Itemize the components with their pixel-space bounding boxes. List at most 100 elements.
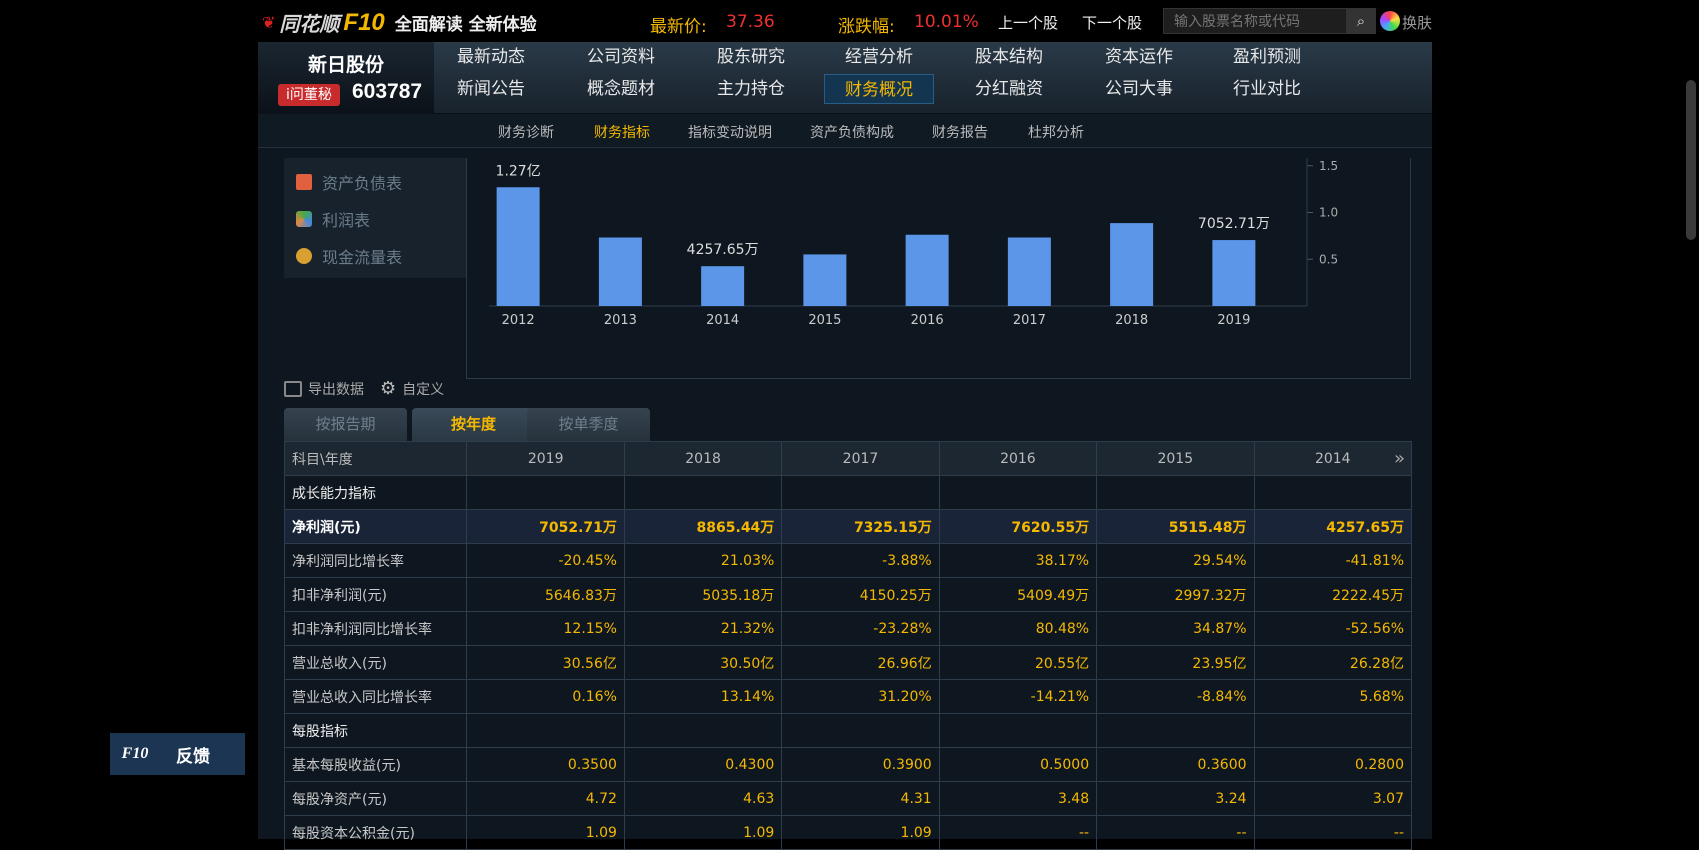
x-tick-label: 2017	[1013, 313, 1046, 328]
bar-2016[interactable]	[905, 234, 949, 306]
nav-item-2-7[interactable]: 行业对比	[1233, 79, 1301, 99]
search-icon: ⌕	[1356, 12, 1366, 30]
logo-brand: 同花顺	[279, 14, 340, 36]
nav-item-1-5[interactable]: 股本结构	[975, 47, 1043, 67]
search-button[interactable]: ⌕	[1346, 8, 1376, 34]
nav-item-2-6[interactable]: 公司大事	[1105, 79, 1173, 99]
year-header-2016[interactable]: 2016	[938, 441, 1098, 476]
table-cell: 0.3600	[1096, 747, 1255, 782]
row-label: 每股净资产(元)	[283, 781, 468, 816]
income-statement-label: 利润表	[322, 211, 371, 230]
year-header-label: 2018	[685, 450, 721, 467]
table-cell: 34.87%	[1096, 611, 1255, 646]
skin-icon[interactable]	[1380, 11, 1400, 31]
table-cell: 8865.44万	[623, 509, 783, 544]
data-label-2014: 4257.65万	[687, 242, 759, 258]
year-header-2019[interactable]: 2019	[466, 441, 625, 476]
bar-2014[interactable]	[701, 266, 745, 306]
table-cell: 26.96亿	[781, 645, 940, 680]
page-scrollbar[interactable]	[1686, 80, 1696, 240]
bar-2013[interactable]	[598, 237, 642, 306]
nav-item-1-6[interactable]: 资本运作	[1105, 47, 1173, 67]
cash-flow-link[interactable]: 现金流量表	[296, 244, 402, 268]
table-row: 扣非净利润(元) 5646.83万 5035.18万 4150.25万 5409.49万…	[283, 577, 1413, 612]
year-header-2014[interactable]: 2014 »	[1253, 441, 1413, 476]
feedback-widget[interactable]: F10 反馈	[110, 733, 245, 775]
ask-secretary-badge[interactable]: i问董秘	[278, 84, 340, 106]
table-row: 每股资本公积金(元) 1.09 1.09 1.09 -- -- --	[283, 815, 1413, 850]
balance-sheet-link[interactable]: 资产负债表	[296, 170, 402, 194]
table-cell: -8.84%	[1096, 679, 1255, 714]
bar-2015[interactable]	[803, 254, 847, 306]
subnav-item-1[interactable]: 财务诊断	[498, 125, 554, 141]
year-header-2015[interactable]: 2015	[1096, 441, 1255, 476]
next-stock-link[interactable]: 下一个股	[1082, 14, 1143, 32]
subnav-item-3[interactable]: 指标变动说明	[688, 125, 772, 141]
prev-stock-link[interactable]: 上一个股	[998, 14, 1059, 32]
table-cell: 1.09	[623, 815, 783, 850]
table-cell: 23.95亿	[1096, 645, 1255, 680]
table-cell: 4.31	[781, 781, 940, 816]
feedback-label: 反馈	[176, 746, 210, 767]
bar-2012[interactable]	[496, 187, 540, 306]
stock-search-input[interactable]	[1163, 8, 1347, 34]
nav-item-1-7[interactable]: 盈利预测	[1233, 47, 1301, 67]
table-row: 基本每股收益(元) 0.3500 0.4300 0.3900 0.5000 0.3600 0…	[283, 747, 1413, 782]
year-header-2018[interactable]: 2018	[623, 441, 783, 476]
table-cell: 5646.83万	[466, 577, 625, 612]
table-cell: 2997.32万	[1096, 577, 1255, 612]
x-tick-label: 2019	[1217, 313, 1250, 328]
row-label: 净利润(元)	[283, 509, 468, 544]
bar-2019[interactable]	[1212, 240, 1256, 306]
table-row: 净利润同比增长率 -20.45% 21.03% -3.88% 38.17% 29.54% -…	[283, 543, 1413, 578]
nav-item-1-4[interactable]: 经营分析	[845, 47, 913, 67]
logo-f10: F10	[343, 8, 385, 36]
bar-2018[interactable]	[1110, 223, 1154, 306]
nav-item-1-2[interactable]: 公司资料	[587, 47, 655, 67]
table-cell: -20.45%	[466, 543, 625, 578]
row-label: 扣非净利润(元)	[283, 577, 468, 612]
income-statement-link[interactable]: 利润表	[296, 207, 370, 231]
tab-by-year[interactable]: 按年度	[412, 408, 535, 441]
row-label: 营业总收入同比增长率	[283, 679, 468, 714]
table-cell: -52.56%	[1253, 611, 1413, 646]
table-cell: 3.24	[1096, 781, 1255, 816]
subnav-item-2[interactable]: 财务指标	[594, 125, 650, 141]
cash-flow-label: 现金流量表	[322, 248, 403, 267]
stock-name: 新日股份	[308, 54, 385, 76]
table-cell: 0.16%	[466, 679, 625, 714]
nav-item-2-1[interactable]: 新闻公告	[457, 79, 525, 99]
year-header-2017[interactable]: 2017	[781, 441, 940, 476]
table-cell	[1253, 475, 1413, 510]
bar-2017[interactable]	[1007, 237, 1051, 306]
tab-by-quarter[interactable]: 按单季度	[527, 408, 650, 441]
year-header-label: 2015	[1157, 450, 1194, 467]
nav-item-2-4[interactable]: 财务概况	[824, 74, 934, 104]
skin-link[interactable]: 换肤	[1402, 14, 1433, 32]
table-cell: 1.09	[781, 815, 940, 850]
export-button[interactable]: 导出数据	[308, 381, 364, 398]
y-tick-label: 1.0	[1319, 206, 1338, 220]
nav-item-1-1[interactable]: 最新动态	[457, 47, 525, 67]
tab-by-report-period[interactable]: 按报告期	[284, 408, 407, 441]
stock-info: 新日股份 i问董秘 603787	[258, 42, 434, 114]
subnav-item-6[interactable]: 杜邦分析	[1028, 125, 1084, 141]
table-cell: 20.55亿	[938, 645, 1098, 680]
nav-item-1-3[interactable]: 股东研究	[717, 47, 785, 67]
table-cell: -3.88%	[781, 543, 940, 578]
table-row: 每股净资产(元) 4.72 4.63 4.31 3.48 3.24 3.07	[283, 781, 1413, 816]
nav-item-2-5[interactable]: 分红融资	[975, 79, 1043, 99]
logo[interactable]: ❦ 同花顺 F10 全面解读 全新体验	[262, 8, 537, 37]
table-cell: 2222.45万	[1253, 577, 1413, 612]
statement-menu: 资产负债表 利润表 现金流量表	[284, 158, 466, 278]
customize-button[interactable]: 自定义	[402, 381, 445, 398]
table-cell	[1253, 713, 1413, 748]
subnav-item-4[interactable]: 资产负债构成	[810, 125, 894, 141]
more-years-icon[interactable]: »	[1393, 448, 1405, 469]
table-toolbar: 导出数据 ⚙ 自定义	[284, 378, 444, 399]
subnav-item-5[interactable]: 财务报告	[932, 125, 988, 141]
export-icon	[284, 380, 302, 397]
table-cell	[466, 475, 625, 510]
nav-item-2-2[interactable]: 概念题材	[587, 79, 655, 99]
nav-item-2-3[interactable]: 主力持仓	[717, 79, 785, 99]
